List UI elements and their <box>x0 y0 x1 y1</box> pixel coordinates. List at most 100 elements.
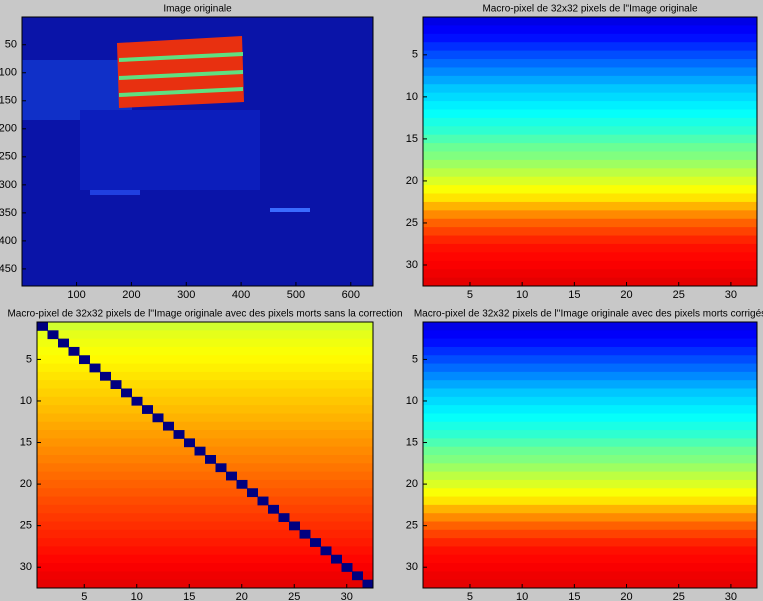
heatmap-row <box>37 504 373 514</box>
heatmap-row <box>37 538 373 547</box>
heatmap-row <box>423 134 757 144</box>
heatmap-row <box>37 330 373 340</box>
heatmap-row <box>37 529 373 539</box>
dead-pixel <box>110 380 122 389</box>
heatmap-row <box>37 338 373 348</box>
heatmap-row <box>423 338 757 348</box>
x-tick-label: 20 <box>236 591 248 601</box>
heatmap-row <box>423 218 757 228</box>
photo-stripe <box>119 87 243 97</box>
axes-frame <box>422 16 758 287</box>
heatmap-row <box>423 413 757 423</box>
chart-title: Image originale <box>163 4 232 15</box>
heatmap-row <box>423 42 757 52</box>
heatmap-row <box>423 193 757 203</box>
photo-region <box>80 110 260 190</box>
chart-title: Macro-pixel de 32x32 pixels de l''Image … <box>414 309 763 320</box>
dead-pixel <box>47 330 59 340</box>
heatmap-row <box>423 109 757 119</box>
dead-pixel <box>226 471 237 481</box>
heatmap-row <box>423 355 757 365</box>
heatmap-row <box>423 479 757 489</box>
y-tick-label: 150 <box>0 95 17 107</box>
heatmap-row <box>37 388 373 398</box>
y-tick-label: 25 <box>406 217 418 229</box>
heatmap-row <box>423 243 757 253</box>
heatmap-row <box>423 521 757 531</box>
y-tick-label: 50 <box>5 39 17 51</box>
dead-pixel <box>100 371 111 381</box>
heatmap-row <box>37 396 373 406</box>
x-tick-label: 300 <box>177 289 195 301</box>
heatmap-row <box>37 471 373 481</box>
heatmap-row <box>423 471 757 481</box>
dead-pixel <box>79 355 90 365</box>
heatmap-row <box>423 210 757 220</box>
y-tick-label: 450 <box>0 263 17 275</box>
dead-pixel <box>173 430 185 439</box>
y-tick-label: 25 <box>20 520 32 532</box>
y-tick-label: 250 <box>0 151 17 163</box>
dead-pixel <box>142 405 153 414</box>
y-tick-label: 10 <box>406 395 418 407</box>
heatmap-row <box>423 388 757 398</box>
x-tick-label: 400 <box>232 289 250 301</box>
y-tick-label: 5 <box>26 353 32 365</box>
y-tick-label: 30 <box>20 561 32 573</box>
chart-title: Macro-pixel de 32x32 pixels de l''Image … <box>7 309 402 320</box>
x-tick-label: 15 <box>183 591 195 601</box>
heatmap-row <box>37 488 373 498</box>
heatmap-row <box>423 143 757 152</box>
x-tick-label: 20 <box>620 289 632 301</box>
heatmap-row <box>423 101 757 110</box>
x-tick-label: 30 <box>725 591 737 601</box>
heatmap-row <box>423 529 757 539</box>
heatmap-row <box>423 322 757 331</box>
heatmap-row <box>37 513 373 522</box>
heatmap-row <box>423 496 757 506</box>
heatmap-row <box>423 421 757 431</box>
heatmap-row <box>423 446 757 456</box>
heatmap-row <box>423 405 757 414</box>
heatmap-row <box>37 546 373 556</box>
heatmap-row <box>423 563 757 572</box>
heatmap-row <box>423 159 757 169</box>
heatmap-row <box>423 277 757 287</box>
heatmap-row <box>423 92 757 102</box>
dead-pixel <box>163 421 174 431</box>
dead-pixel <box>268 504 279 514</box>
heatmap-row <box>37 521 373 531</box>
heatmap-row <box>423 371 757 381</box>
axes-frame <box>36 321 374 589</box>
heatmap-row <box>37 479 373 489</box>
y-tick-label: 350 <box>0 207 17 219</box>
y-tick-label: 30 <box>406 561 418 573</box>
heatmap-row <box>423 554 757 564</box>
heatmap-row <box>37 405 373 414</box>
heatmap-row <box>37 579 373 589</box>
y-tick-label: 10 <box>20 395 32 407</box>
chart-title: Macro-pixel de 32x32 pixels de l''Image … <box>482 4 697 15</box>
heatmap-row <box>423 430 757 439</box>
y-tick-label: 15 <box>406 133 418 145</box>
dead-pixel <box>194 446 206 456</box>
heatmap-row <box>423 488 757 498</box>
dead-pixel <box>152 413 164 423</box>
dead-pixel <box>121 388 132 398</box>
photo-region <box>90 190 140 195</box>
heatmap-row <box>37 346 373 356</box>
heatmap-row <box>37 380 373 389</box>
dead-pixel <box>37 322 48 331</box>
x-tick-label: 10 <box>516 591 528 601</box>
heatmap-row <box>37 322 373 331</box>
heatmap-row <box>423 59 757 68</box>
dead-pixel <box>331 554 342 564</box>
heatmap-row <box>423 168 757 178</box>
x-tick-label: 30 <box>341 591 353 601</box>
x-tick-label: 5 <box>467 591 473 601</box>
axes-frame <box>21 16 374 287</box>
x-tick-label: 30 <box>725 289 737 301</box>
photo-stripe <box>119 70 243 80</box>
axes-frame <box>422 321 758 589</box>
heatmap-row <box>423 438 757 448</box>
